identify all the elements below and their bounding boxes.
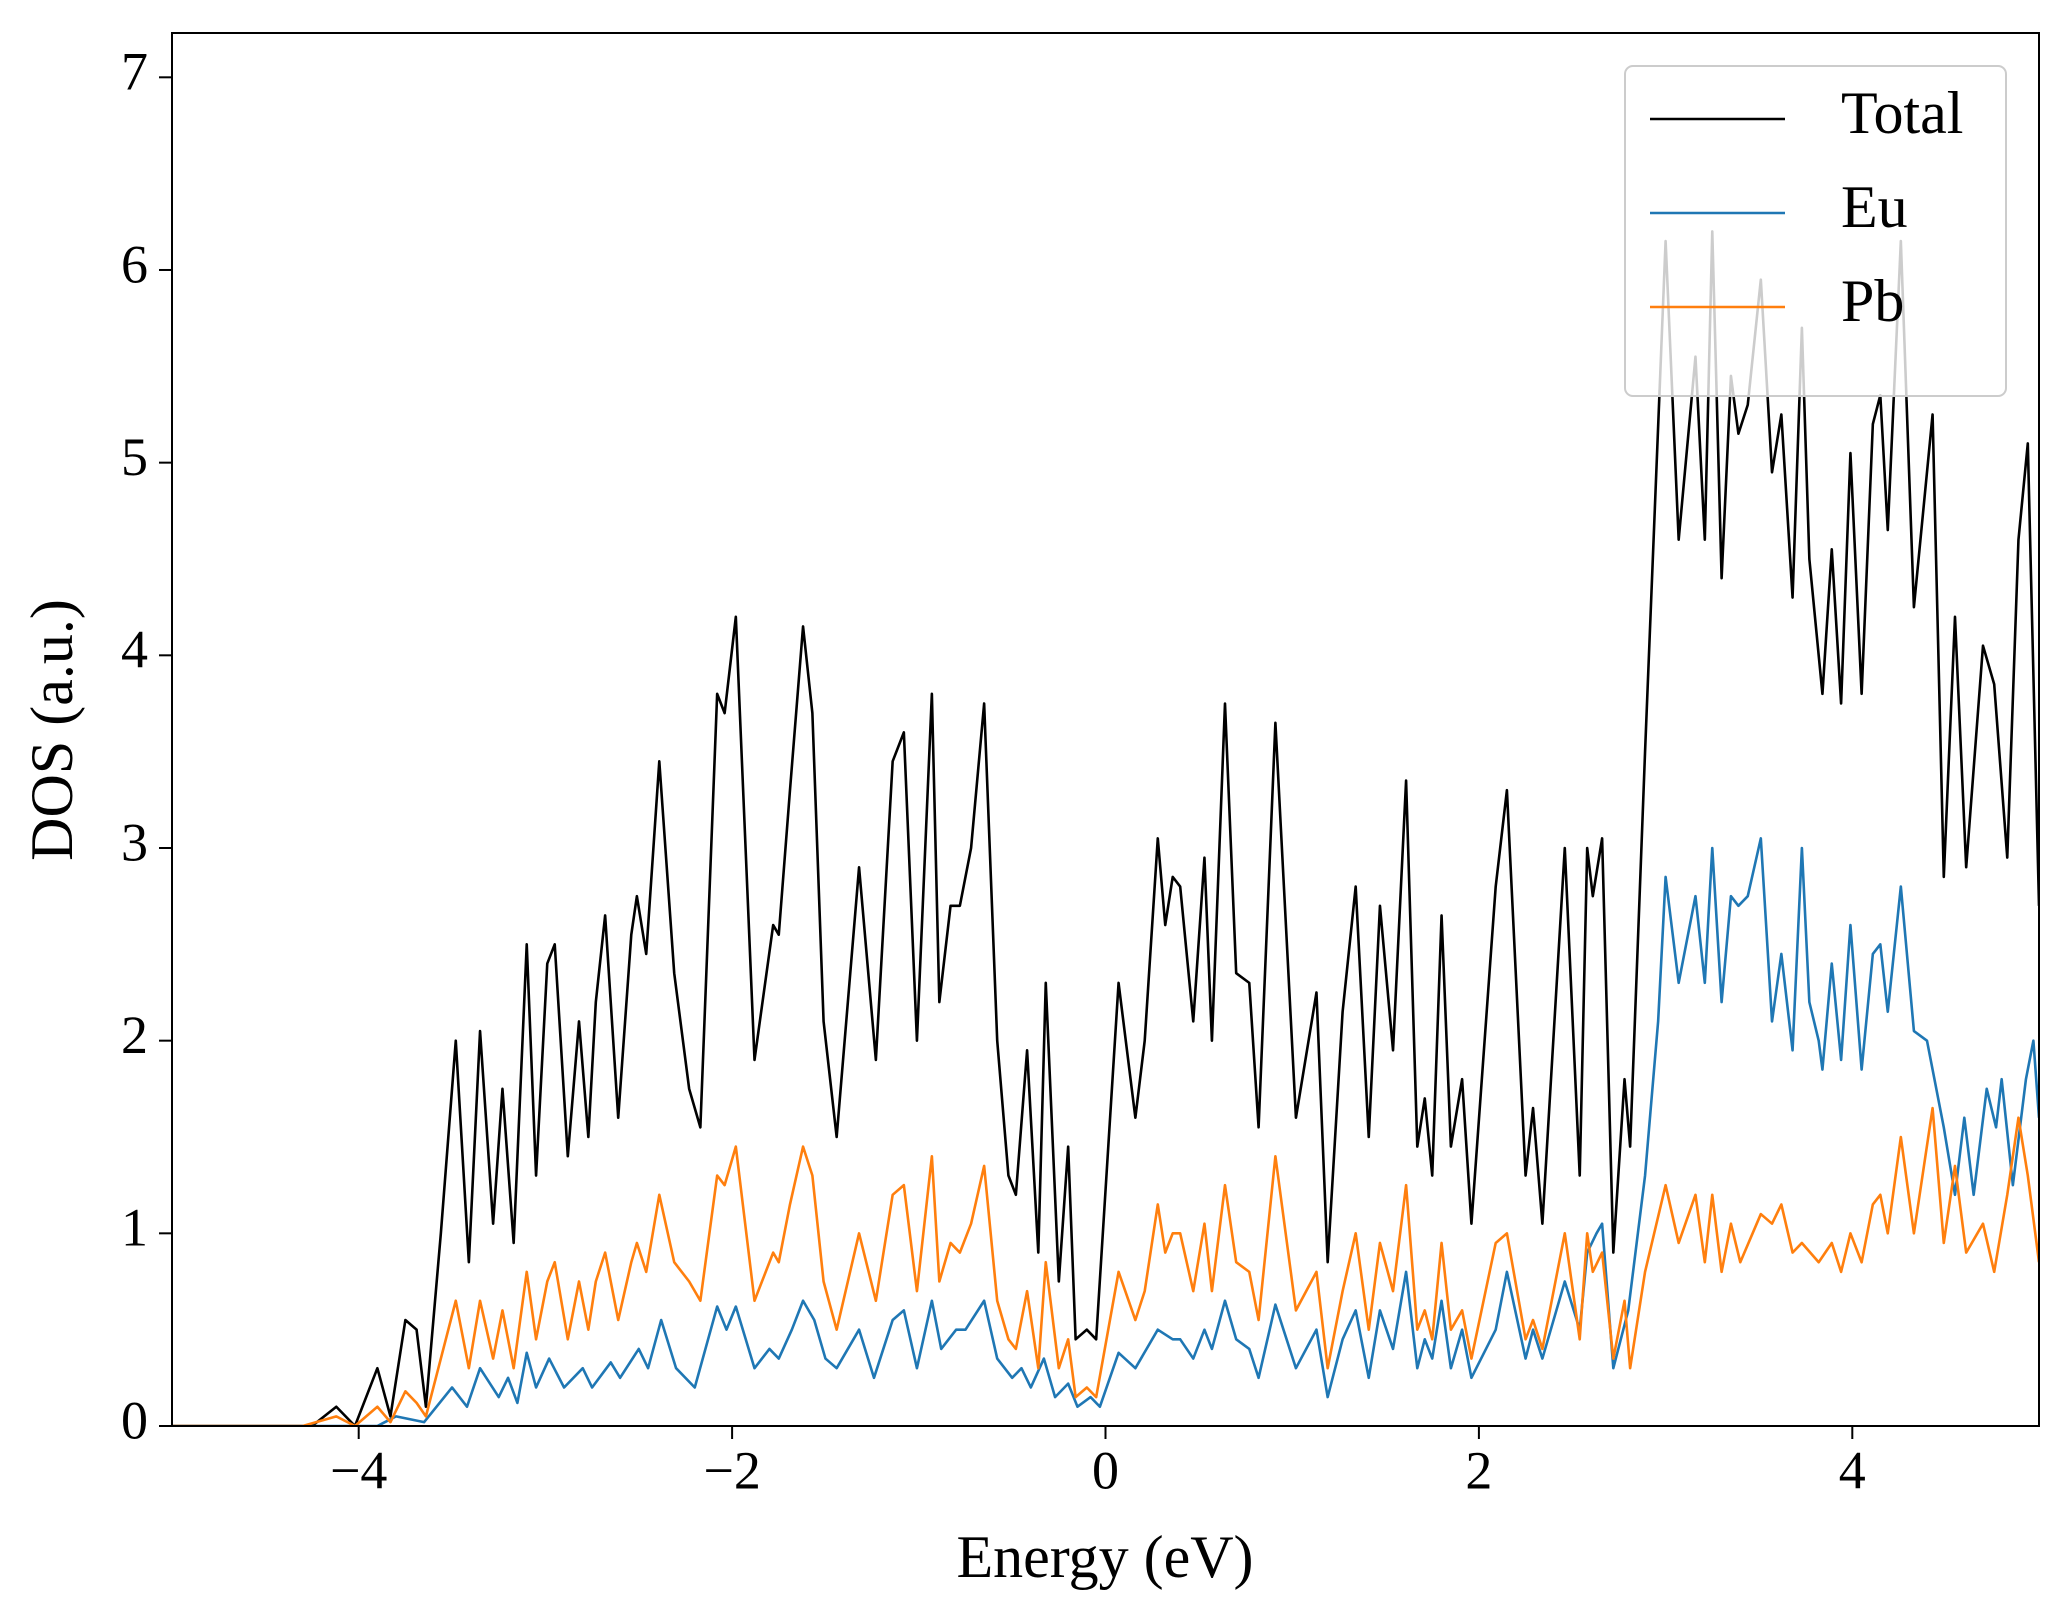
x-tick-label: 0 — [1092, 1440, 1119, 1500]
x-tick-label: −2 — [703, 1440, 760, 1500]
y-axis-label: DOS (a.u.) — [19, 599, 85, 861]
legend-label: Total — [1841, 80, 1963, 146]
series-line — [172, 230, 2039, 1426]
y-tick-label: 7 — [121, 42, 148, 102]
legend-label: Eu — [1841, 174, 1908, 240]
y-tick-label: 0 — [121, 1390, 148, 1450]
y-tick-label: 5 — [121, 427, 148, 487]
x-tick-label: 2 — [1465, 1440, 1492, 1500]
y-tick-label: 4 — [121, 620, 148, 680]
plot-frame — [171, 32, 2040, 1427]
y-tick-label: 6 — [121, 234, 148, 294]
legend-label: Pb — [1841, 268, 1904, 334]
y-tick-label: 1 — [121, 1198, 148, 1258]
series-line — [172, 837, 2039, 1426]
x-tick-label: 4 — [1839, 1440, 1866, 1500]
legend: Total Eu Pb — [1624, 65, 2007, 397]
x-axis-label: Energy (eV) — [956, 1524, 1253, 1590]
legend-frame — [1624, 65, 2007, 397]
series-line — [172, 1106, 2039, 1426]
y-tick-label: 2 — [121, 1005, 148, 1065]
x-tick-label: −4 — [330, 1440, 387, 1500]
y-tick-label: 3 — [121, 812, 148, 872]
